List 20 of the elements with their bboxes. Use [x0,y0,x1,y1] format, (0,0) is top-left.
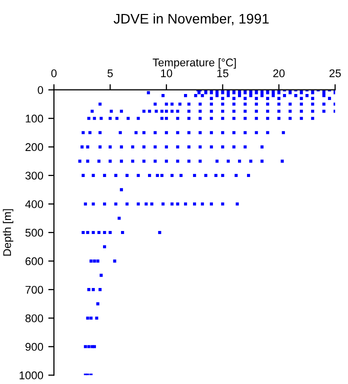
x-tick-label: 10 [161,69,172,78]
y-tick-label: 400 [25,200,44,208]
x-tick-label: 0 [51,69,57,78]
y-tick-label: 700 [26,286,44,294]
y-tick-label: 300 [25,172,44,180]
x-tick-label: 25 [330,69,341,78]
y-tick-label: 1000 [20,371,44,380]
y-tick-label: 600 [26,257,44,266]
x-tick-label: 20 [273,69,285,78]
chart-title: JDVE in November, 1991 [114,13,269,26]
y-tick-label: 800 [25,314,44,322]
y-axis-title: Depth [m] [2,209,14,256]
y-tick-label: 200 [26,143,44,152]
x-tick-label: 5 [108,69,113,78]
y-tick-label: 0 [38,86,44,94]
x-axis-title: Temperature [°C] [152,58,236,69]
y-tick-label: 900 [26,342,44,351]
x-tick-label: 15 [217,69,228,78]
y-tick-label: 500 [25,228,44,237]
y-tick-label: 100 [26,114,44,123]
